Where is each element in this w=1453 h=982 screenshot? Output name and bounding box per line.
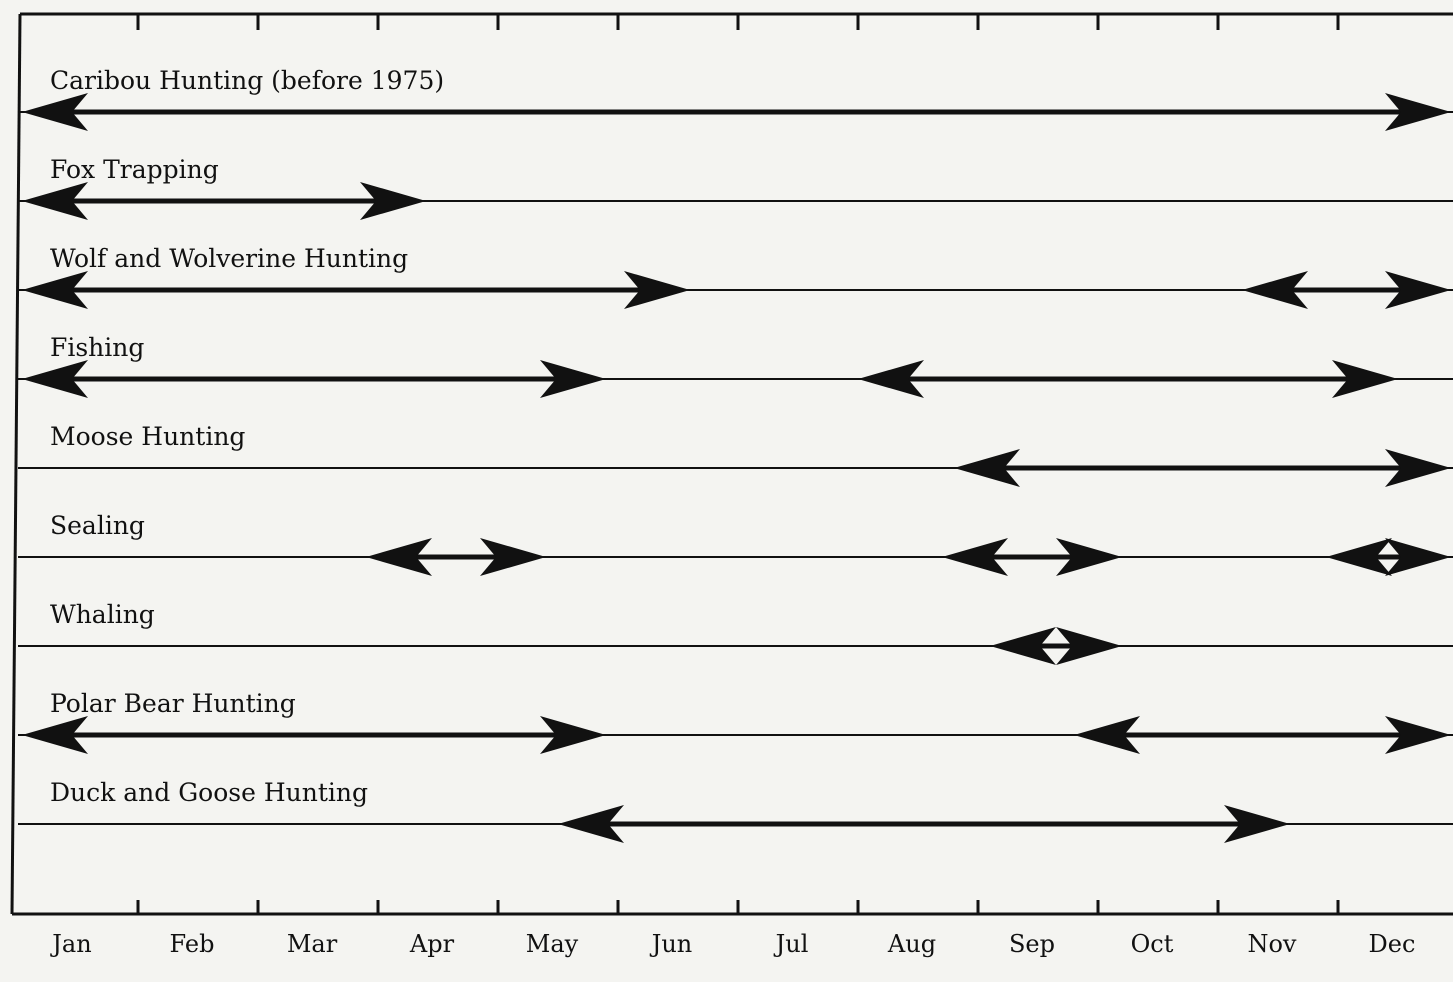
activity-label: Polar Bear Hunting — [50, 689, 296, 718]
period-start-arrow-2 — [1074, 716, 1140, 754]
left-border — [10, 13, 22, 915]
activity-row-9: Duck and Goose Hunting — [18, 778, 1453, 843]
period-end-arrow-1 — [1056, 627, 1122, 665]
month-label-jan: Jan — [49, 930, 91, 958]
month-label-jun: Jun — [649, 930, 693, 958]
period-end-arrow-1 — [360, 182, 426, 220]
period-start-arrow-2 — [942, 538, 1008, 576]
month-label-oct: Oct — [1131, 930, 1174, 958]
activity-row-5: Moose Hunting — [18, 422, 1453, 487]
month-label-jul: Jul — [773, 930, 809, 958]
month-label-mar: Mar — [287, 930, 338, 958]
period-end-arrow-1 — [1385, 93, 1451, 131]
period-end-arrow-2 — [1385, 271, 1451, 309]
month-axis: Jan Feb Mar Apr May Jun Jul Aug Sep Oct Nov Dec — [49, 930, 1415, 958]
period-end-arrow-1 — [624, 271, 690, 309]
activity-rows: Caribou Hunting (before 1975) Fox Trappin… — [18, 66, 1453, 843]
month-label-apr: Apr — [409, 930, 455, 958]
activity-label: Whaling — [50, 600, 155, 629]
month-label-aug: Aug — [887, 930, 936, 958]
period-start-arrow-1 — [22, 360, 88, 398]
period-end-arrow-2 — [1385, 716, 1451, 754]
period-start-arrow-2 — [858, 360, 924, 398]
month-label-dec: Dec — [1369, 930, 1416, 958]
period-start-arrow-1 — [22, 716, 88, 754]
period-end-arrow-1 — [1385, 449, 1451, 487]
period-end-arrow-2 — [1332, 360, 1398, 398]
activity-label: Wolf and Wolverine Hunting — [50, 244, 408, 273]
activity-row-8: Polar Bear Hunting — [18, 689, 1453, 754]
chart-frame — [10, 12, 1453, 916]
month-label-may: May — [526, 930, 579, 958]
period-end-arrow-1 — [1224, 805, 1290, 843]
month-label-sep: Sep — [1009, 930, 1055, 958]
period-end-arrow-1 — [540, 716, 606, 754]
period-start-arrow-1 — [366, 538, 432, 576]
period-start-arrow-1 — [990, 627, 1056, 665]
month-label-feb: Feb — [170, 930, 215, 958]
activity-label: Sealing — [50, 511, 145, 540]
activity-label: Fishing — [50, 333, 144, 362]
month-label-nov: Nov — [1247, 930, 1296, 958]
period-start-arrow-1 — [22, 182, 88, 220]
activity-label: Caribou Hunting (before 1975) — [50, 66, 444, 95]
period-end-arrow-1 — [540, 360, 606, 398]
activity-row-6: Sealing — [18, 511, 1453, 576]
period-start-arrow-1 — [558, 805, 624, 843]
activity-label: Moose Hunting — [50, 422, 245, 451]
period-start-arrow-1 — [954, 449, 1020, 487]
activity-row-2: Fox Trapping — [18, 155, 1453, 220]
activity-row-1: Caribou Hunting (before 1975) — [18, 66, 1453, 131]
period-end-arrow-2 — [1056, 538, 1122, 576]
activity-label: Fox Trapping — [50, 155, 219, 184]
activity-row-3: Wolf and Wolverine Hunting — [18, 244, 1453, 309]
activity-label: Duck and Goose Hunting — [50, 778, 368, 807]
period-start-arrow-3 — [1326, 538, 1392, 576]
activity-row-4: Fishing — [18, 333, 1453, 398]
period-start-arrow-2 — [1242, 271, 1308, 309]
activity-row-7: Whaling — [18, 600, 1453, 665]
period-start-arrow-1 — [22, 93, 88, 131]
period-start-arrow-1 — [22, 271, 88, 309]
period-end-arrow-1 — [480, 538, 546, 576]
period-end-arrow-3 — [1385, 538, 1451, 576]
